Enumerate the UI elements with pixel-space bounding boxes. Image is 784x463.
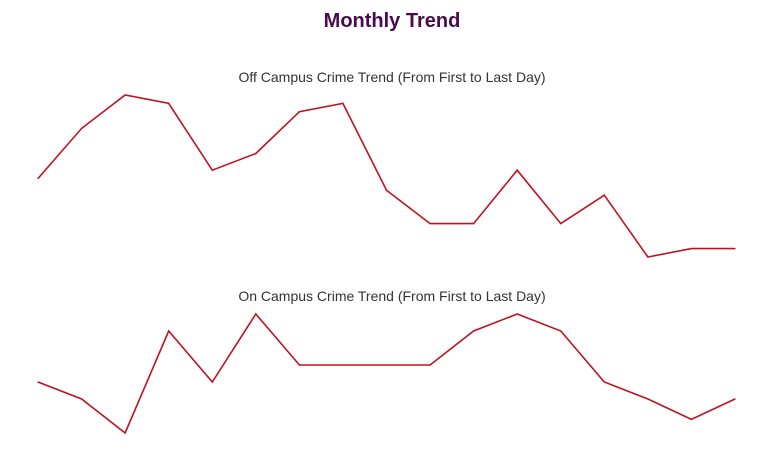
off-campus-data-point: [385, 189, 388, 191]
off-campus-data-point: [734, 248, 736, 250]
page-title: Monthly Trend: [323, 10, 461, 32]
off-campus-data-point: [124, 94, 126, 96]
off-campus-data-point: [429, 223, 431, 225]
off-campus-data-point: [603, 194, 605, 196]
on-campus-data-point: [429, 364, 431, 366]
on-campus-data-point: [124, 432, 126, 434]
off-campus-data-point: [647, 256, 649, 258]
on-campus-data-point: [385, 364, 388, 366]
on-campus-series-line: [37, 312, 736, 435]
off-campus-line-chart: [37, 94, 736, 258]
on-campus-data-point: [473, 330, 475, 332]
on-campus-data-point: [647, 398, 649, 400]
off-campus-data-point: [690, 248, 693, 250]
off-campus-data-point: [81, 127, 83, 129]
on-campus-data-point: [734, 398, 736, 400]
on-campus-data-point: [342, 364, 344, 366]
off-campus-data-point: [298, 111, 300, 113]
off-campus-data-point: [342, 102, 344, 104]
on-campus-chart-title: On Campus Crime Trend (From First to Las…: [238, 288, 546, 304]
off-campus-series-line: [37, 94, 735, 258]
on-campus-data-point: [211, 381, 213, 383]
on-campus-data-point: [298, 364, 300, 366]
on-campus-data-point: [603, 381, 605, 383]
on-campus-line-chart: [37, 312, 736, 435]
on-campus-data-point: [560, 330, 562, 332]
on-campus-data-point: [516, 313, 518, 315]
off-campus-chart-title: Off Campus Crime Trend (From First to La…: [238, 69, 546, 85]
off-campus-data-point: [473, 223, 475, 225]
on-campus-data-point: [168, 330, 170, 332]
off-campus-data-point: [560, 223, 562, 225]
on-campus-data-point: [255, 313, 257, 315]
off-campus-data-point: [516, 169, 518, 171]
off-campus-data-point: [211, 169, 213, 171]
off-campus-data-point: [37, 177, 39, 180]
on-campus-data-point: [690, 418, 693, 420]
on-campus-data-point: [37, 381, 39, 383]
off-campus-data-point: [168, 102, 170, 104]
off-campus-data-point: [255, 152, 257, 155]
on-campus-data-point: [81, 398, 83, 400]
